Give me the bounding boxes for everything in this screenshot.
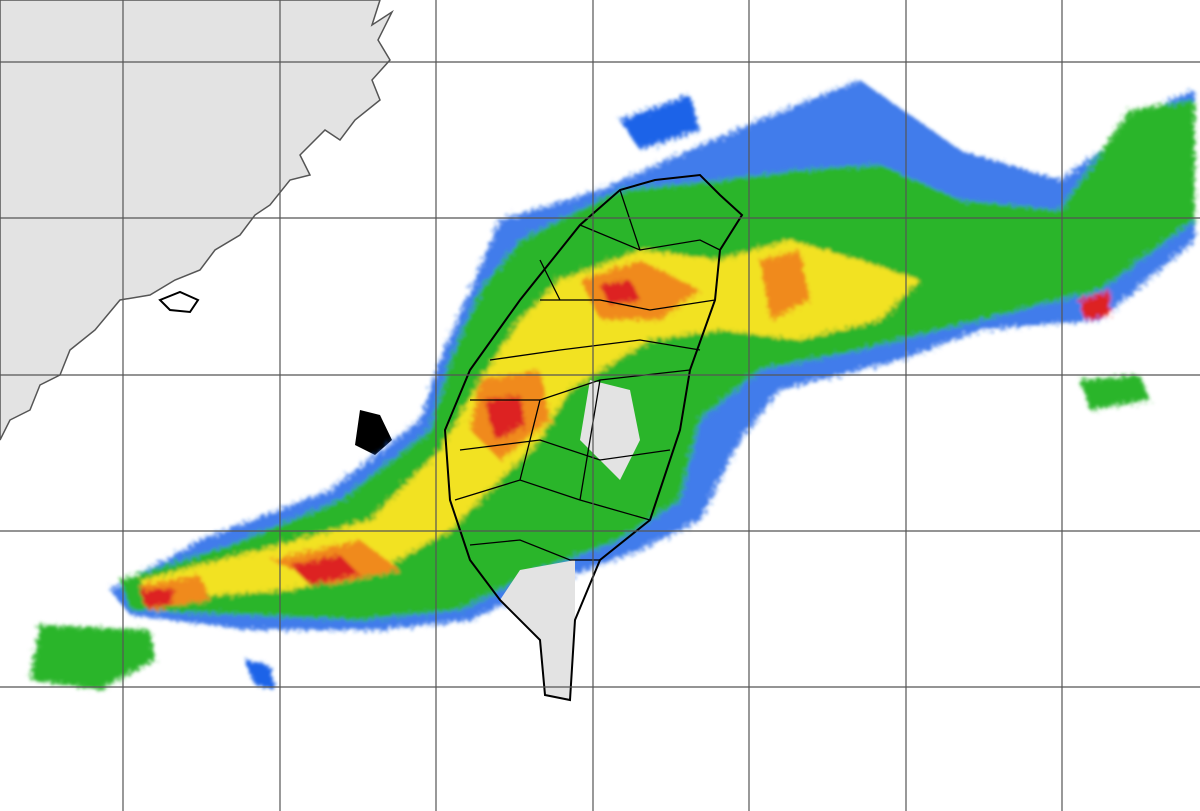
island bbox=[158, 290, 200, 314]
taiwan-outline bbox=[443, 173, 744, 702]
island bbox=[355, 410, 392, 455]
radar-echo bbox=[30, 80, 1195, 690]
taiwan-clear bbox=[500, 380, 640, 700]
county-lines bbox=[454, 189, 721, 561]
mainland bbox=[0, 0, 394, 441]
